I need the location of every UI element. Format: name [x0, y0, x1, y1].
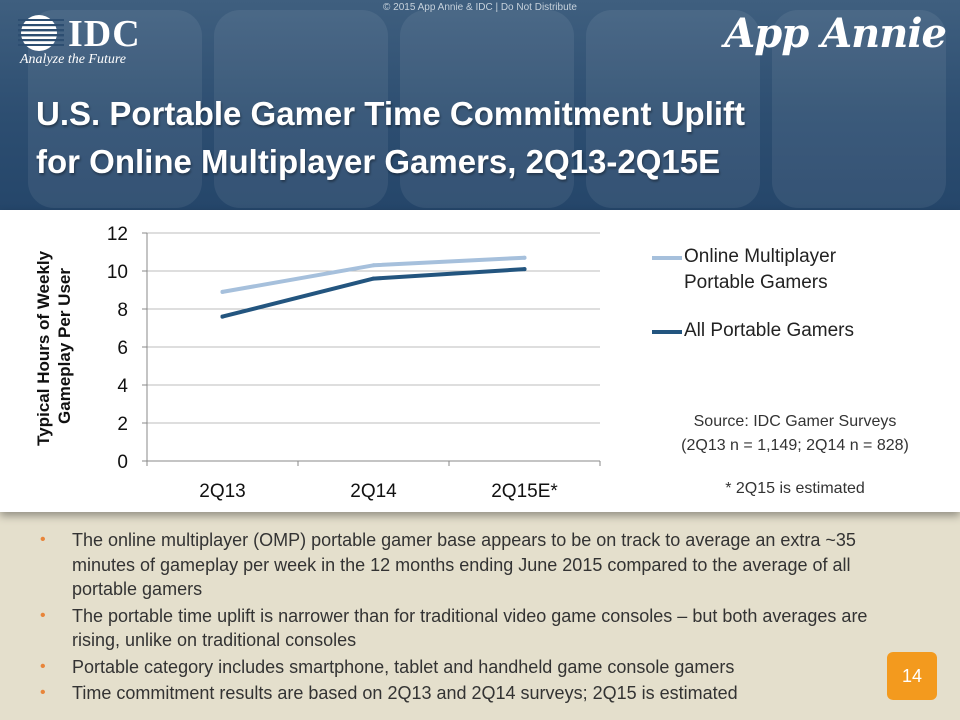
data-point — [220, 289, 225, 294]
bullet-marker: • — [40, 657, 46, 675]
legend-label-line-1: Online Multiplayer — [684, 246, 837, 267]
source-note: Source: IDC Gamer Surveys (2Q13 n = 1,14… — [650, 410, 940, 458]
background-tile — [400, 10, 574, 208]
background-tile — [772, 10, 946, 208]
source-line-2: (2Q13 n = 1,149; 2Q14 n = 828) — [681, 437, 909, 454]
background-tile — [214, 10, 388, 208]
bullet-item: • The online multiplayer (OMP) portable g… — [40, 528, 880, 602]
y-tick-label: 6 — [117, 338, 128, 359]
estimate-footnote: * 2Q15 is estimated — [725, 480, 865, 497]
page-title: U.S. Portable Gamer Time Commitment Upli… — [36, 90, 936, 186]
x-tick-label: 2Q14 — [350, 481, 397, 502]
source-line-1: Source: IDC Gamer Surveys — [693, 413, 897, 430]
x-tick-label: 2Q13 — [199, 481, 245, 502]
line-chart: 0 2 4 6 8 10 12 2Q13 2Q14 2Q15E* Typical Hours o… — [34, 224, 601, 502]
x-tick-label: 2Q15E* — [491, 481, 558, 502]
background-tile — [586, 10, 760, 208]
bullet-marker: • — [40, 684, 46, 701]
series-line — [220, 255, 527, 294]
bullet-item: • Time commitment results are based on 2Q… — [40, 681, 880, 706]
bullet-list: • The online multiplayer (OMP) portable g… — [40, 528, 880, 708]
idc-tagline: Analyze the Future — [20, 52, 127, 67]
y-tick-label: 8 — [117, 300, 128, 321]
copyright-notice: © 2015 App Annie & IDC | Do Not Distribu… — [383, 2, 577, 13]
bullet-marker: • — [40, 531, 46, 548]
legend-label: All Portable Gamers — [684, 320, 855, 341]
page-number-badge: 14 — [887, 652, 937, 700]
y-tick-label: 2 — [117, 414, 128, 435]
idc-logo: IDC Analyze the Future — [18, 12, 168, 72]
chart-panel: 0 2 4 6 8 10 12 2Q13 2Q14 2Q15E* Typical Hours o… — [0, 210, 960, 512]
bullet-text: The portable time uplift is narrower tha… — [72, 605, 868, 651]
bullet-text: The online multiplayer (OMP) portable ga… — [72, 530, 856, 599]
header-banner: © 2015 App Annie & IDC | Do Not Distribu… — [0, 0, 960, 210]
legend-item-online-multiplayer: Online Multiplayer Portable Gamers — [652, 244, 952, 300]
idc-logo-text: IDC — [68, 13, 141, 55]
app-annie-logo: App Annie — [724, 10, 947, 57]
bullet-item: • Portable category includes smartphone, … — [40, 655, 880, 680]
legend-swatch — [652, 256, 682, 260]
bullet-text: Portable category includes smartphone, t… — [72, 656, 735, 677]
y-tick-label: 0 — [117, 452, 128, 473]
y-axis-title: Typical Hours of Weekly Gameplay Per Use… — [34, 246, 74, 446]
bullet-item: • The portable time uplift is narrower th… — [40, 604, 880, 653]
data-point — [522, 255, 527, 260]
idc-globe-icon — [18, 15, 64, 51]
title-line-1: U.S. Portable Gamer Time Commitment Upli… — [36, 95, 746, 132]
data-point — [371, 276, 376, 281]
y-tick-label: 4 — [117, 376, 128, 397]
bullet-marker: • — [40, 606, 46, 624]
bullet-text: Time commitment results are based on 2Q1… — [72, 683, 738, 703]
background-tile — [28, 10, 202, 208]
data-point — [220, 314, 225, 319]
chart-legend: Online Multiplayer Portable Gamers All P… — [652, 244, 952, 344]
title-line-2: for Online Multiplayer Gamers, 2Q13-2Q15… — [36, 143, 721, 180]
y-tick-label: 12 — [107, 224, 128, 245]
data-point — [371, 263, 376, 268]
legend-label-line-2: Portable Gamers — [684, 272, 828, 293]
legend-item-all-portable: All Portable Gamers — [652, 318, 952, 344]
data-point — [522, 267, 527, 272]
legend-swatch — [652, 330, 682, 334]
y-tick-label: 10 — [107, 262, 128, 283]
